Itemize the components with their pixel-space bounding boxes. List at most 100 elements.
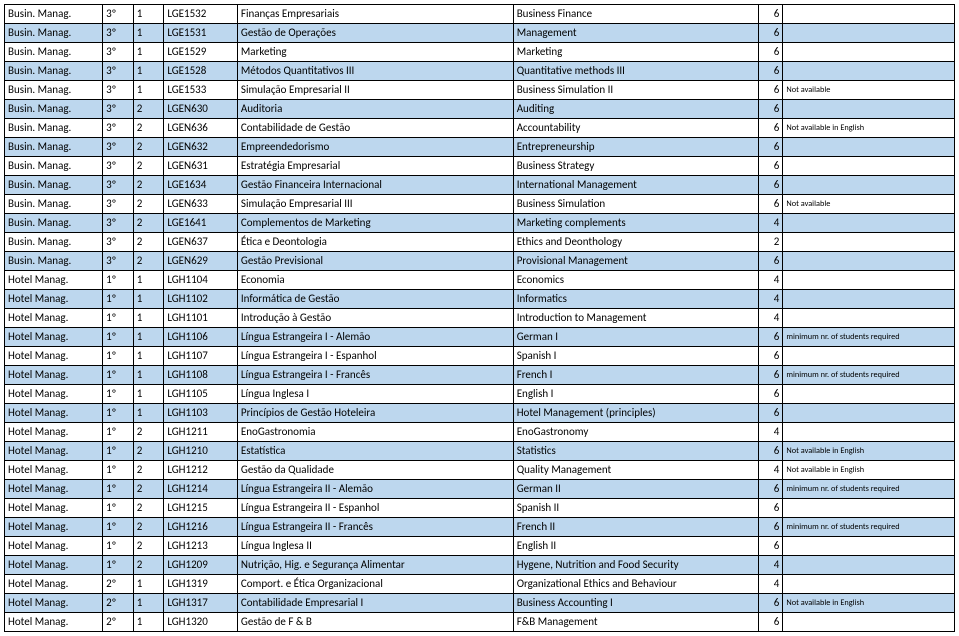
table-cell: 6 [758, 252, 783, 271]
table-cell: 1 [133, 613, 164, 632]
table-cell: Língua Estrangeira I - Alemão [237, 328, 513, 347]
table-cell: Not available in English [783, 119, 955, 138]
table-row: Busin. Manag.3º1LGE1532Finanças Empresar… [5, 5, 955, 24]
table-cell: Statistics [513, 442, 758, 461]
table-cell: Not available in English [783, 594, 955, 613]
table-cell [783, 233, 955, 252]
table-cell: LGE1532 [164, 5, 238, 24]
table-cell: Hotel Manag. [5, 613, 103, 632]
table-cell: EnoGastronomy [513, 423, 758, 442]
table-cell: Business Accounting I [513, 594, 758, 613]
table-cell: 2 [758, 233, 783, 252]
table-cell: Gestão de Operações [237, 24, 513, 43]
table-cell: LGH1209 [164, 556, 238, 575]
table-cell: 1 [133, 24, 164, 43]
table-cell: LGE1529 [164, 43, 238, 62]
table-cell: 3º [103, 214, 134, 233]
table-cell: 2º [103, 613, 134, 632]
table-cell: 4 [758, 214, 783, 233]
table-cell: German II [513, 480, 758, 499]
table-cell: Métodos Quantitativos III [237, 62, 513, 81]
table-cell: 3º [103, 176, 134, 195]
table-cell: 1º [103, 480, 134, 499]
table-cell: 1º [103, 366, 134, 385]
table-cell: 1 [133, 366, 164, 385]
table-cell: 1 [133, 347, 164, 366]
table-cell: LGH1102 [164, 290, 238, 309]
table-cell: Introdução à Gestão [237, 309, 513, 328]
table-row: Hotel Manag.2º1LGH1317Contabilidade Empr… [5, 594, 955, 613]
table-cell: 1 [133, 290, 164, 309]
table-cell [783, 138, 955, 157]
table-cell: minimum nr. of students required [783, 518, 955, 537]
table-row: Busin. Manag.3º2LGE1641Complementos de M… [5, 214, 955, 233]
table-cell: 3º [103, 62, 134, 81]
table-cell: 2 [133, 252, 164, 271]
table-cell [783, 5, 955, 24]
table-cell: Hotel Manag. [5, 537, 103, 556]
table-cell: Hotel Manag. [5, 556, 103, 575]
table-cell: LGH1211 [164, 423, 238, 442]
table-cell: 2º [103, 594, 134, 613]
table-row: Hotel Manag.2º1LGH1319Comport. e Ética O… [5, 575, 955, 594]
table-row: Hotel Manag.1º1LGH1106Língua Estrangeira… [5, 328, 955, 347]
table-cell: 1º [103, 347, 134, 366]
table-cell: LGEN632 [164, 138, 238, 157]
table-cell: Estatística [237, 442, 513, 461]
table-cell: 3º [103, 24, 134, 43]
table-cell: 6 [758, 81, 783, 100]
table-cell: English II [513, 537, 758, 556]
table-cell: Hotel Manag. [5, 347, 103, 366]
table-cell: Hotel Manag. [5, 309, 103, 328]
table-cell [783, 613, 955, 632]
table-cell: 1 [133, 404, 164, 423]
table-row: Hotel Manag.1º1LGH1107Língua Estrangeira… [5, 347, 955, 366]
table-cell: Busin. Manag. [5, 5, 103, 24]
table-row: Hotel Manag.1º1LGH1104EconomiaEconomics4 [5, 271, 955, 290]
table-cell: Auditing [513, 100, 758, 119]
table-cell: Economics [513, 271, 758, 290]
table-cell [783, 214, 955, 233]
table-cell: LGE1531 [164, 24, 238, 43]
table-row: Busin. Manag.3º1LGE1529MarketingMarketin… [5, 43, 955, 62]
table-cell: Hotel Manag. [5, 461, 103, 480]
table-cell: 2 [133, 461, 164, 480]
table-cell: 6 [758, 613, 783, 632]
table-cell: Língua Estrangeira I - Francês [237, 366, 513, 385]
table-cell: 6 [758, 537, 783, 556]
table-cell: Auditoria [237, 100, 513, 119]
table-cell: Entrepreneurship [513, 138, 758, 157]
table-row: Hotel Manag.1º2LGH1215Língua Estrangeira… [5, 499, 955, 518]
table-cell: 2 [133, 214, 164, 233]
table-cell: Busin. Manag. [5, 81, 103, 100]
table-cell [783, 62, 955, 81]
table-cell: minimum nr. of students required [783, 366, 955, 385]
table-cell: Provisional Management [513, 252, 758, 271]
table-cell: Hotel Management (principles) [513, 404, 758, 423]
table-cell [783, 309, 955, 328]
table-row: Hotel Manag.1º1LGH1102Informática de Ges… [5, 290, 955, 309]
table-cell: Hotel Manag. [5, 499, 103, 518]
table-cell: Língua Inglesa II [237, 537, 513, 556]
table-cell: 2 [133, 195, 164, 214]
table-cell: 6 [758, 594, 783, 613]
table-cell: 6 [758, 366, 783, 385]
table-cell: 1 [133, 81, 164, 100]
table-cell: Not available [783, 81, 955, 100]
table-cell: Contabilidade Empresarial I [237, 594, 513, 613]
table-cell: LGH1106 [164, 328, 238, 347]
table-cell: EnoGastronomia [237, 423, 513, 442]
table-cell: Busin. Manag. [5, 119, 103, 138]
table-cell: 2 [133, 480, 164, 499]
table-cell [783, 556, 955, 575]
table-cell: 2 [133, 176, 164, 195]
table-cell: Gestão Financeira Internacional [237, 176, 513, 195]
table-cell: 2º [103, 575, 134, 594]
table-cell [783, 24, 955, 43]
table-cell: Princípios de Gestão Hoteleira [237, 404, 513, 423]
table-cell: 4 [758, 423, 783, 442]
table-cell: 1º [103, 423, 134, 442]
table-cell: Business Simulation II [513, 81, 758, 100]
table-cell [783, 100, 955, 119]
table-cell: LGH1216 [164, 518, 238, 537]
